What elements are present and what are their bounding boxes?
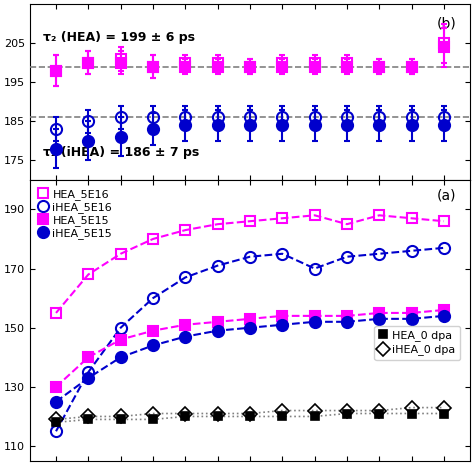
Text: τ₂ (iHEA) = 186 ± 7 ps: τ₂ (iHEA) = 186 ± 7 ps [43, 146, 200, 159]
Text: (b): (b) [437, 16, 456, 31]
Text: τ₂ (HEA) = 199 ± 6 ps: τ₂ (HEA) = 199 ± 6 ps [43, 31, 195, 44]
Legend: HEA_0 dpa, iHEA_0 dpa: HEA_0 dpa, iHEA_0 dpa [374, 326, 460, 360]
Text: (a): (a) [437, 188, 456, 202]
